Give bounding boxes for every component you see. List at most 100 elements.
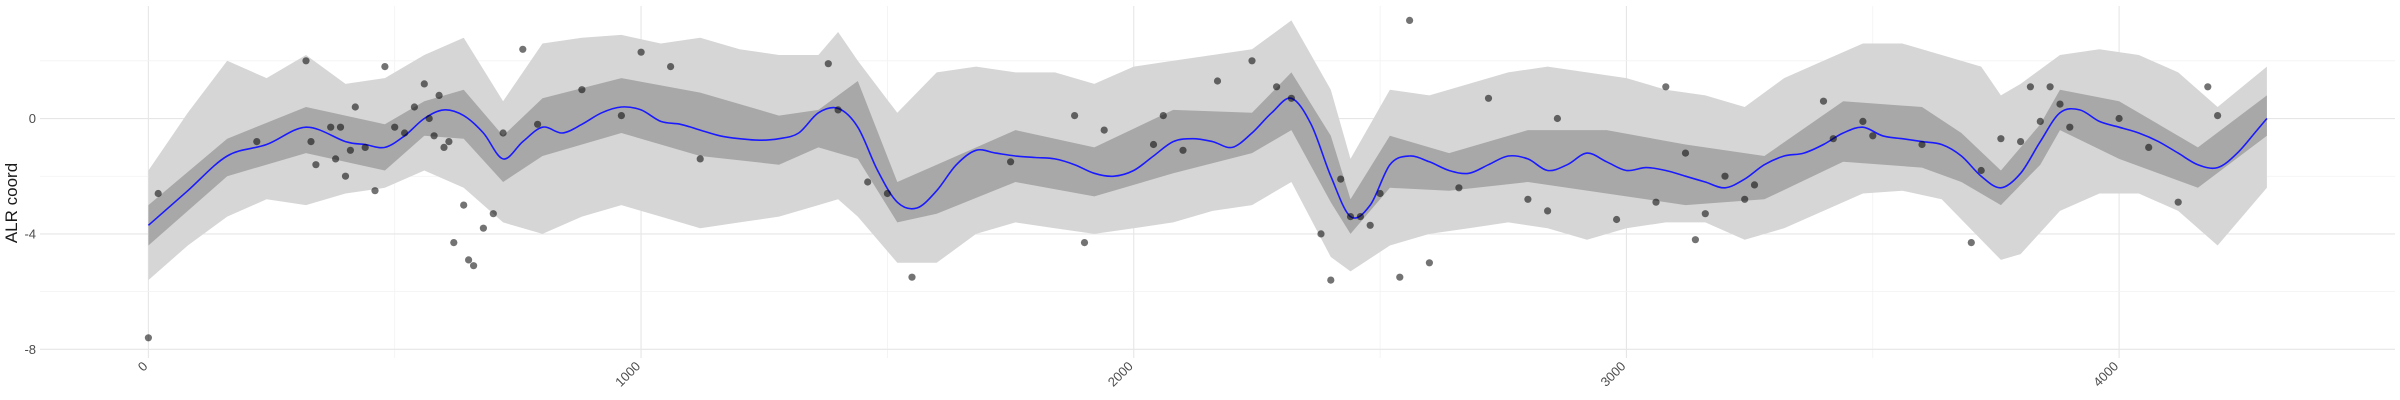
data-point: [834, 106, 842, 114]
data-point: [371, 187, 379, 195]
data-point: [1455, 184, 1463, 192]
data-point: [1859, 117, 1867, 125]
data-point: [489, 210, 497, 218]
data-point: [824, 60, 832, 68]
data-point: [1613, 215, 1621, 224]
data-point: [1750, 181, 1759, 189]
data-point: [381, 63, 389, 71]
x-tick-label: 0: [135, 359, 151, 375]
data-point: [1159, 112, 1167, 120]
data-point: [908, 273, 916, 281]
data-point: [1356, 213, 1364, 221]
data-point: [617, 112, 626, 120]
data-point: [479, 224, 487, 232]
x-tick-label: 3000: [1597, 358, 1628, 389]
data-point: [1819, 97, 1828, 105]
data-point: [361, 143, 369, 151]
data-point: [465, 256, 473, 264]
data-point: [1544, 207, 1552, 215]
data-point: [864, 178, 872, 186]
data-point: [312, 161, 320, 169]
data-point: [1869, 132, 1877, 140]
data-point: [440, 143, 448, 151]
data-point: [1553, 114, 1561, 123]
data-point: [2145, 143, 2153, 151]
observations: [144, 16, 2222, 342]
data-point: [1287, 94, 1295, 102]
data-point: [2026, 83, 2034, 91]
data-point: [1149, 140, 1158, 149]
data-point: [1829, 135, 1837, 143]
data-point: [1741, 195, 1749, 203]
data-point: [1484, 94, 1493, 102]
data-point: [410, 103, 418, 111]
data-point: [667, 63, 675, 71]
data-point: [470, 262, 478, 270]
data-point: [2066, 123, 2074, 131]
data-point: [341, 172, 350, 180]
data-point: [1007, 158, 1015, 166]
data-point: [1691, 236, 1699, 244]
data-point: [307, 138, 315, 146]
confidence-bands: [148, 20, 2267, 281]
data-point: [425, 114, 433, 123]
x-tick-label: 2000: [1105, 358, 1136, 389]
data-point: [637, 48, 645, 56]
data-point: [1997, 135, 2005, 143]
x-tick-label: 4000: [2090, 359, 2121, 390]
data-point: [351, 103, 359, 111]
data-point: [1967, 239, 1975, 247]
data-point: [1179, 146, 1187, 154]
data-point: [1681, 149, 1690, 157]
data-point: [1721, 172, 1729, 180]
data-point: [1100, 126, 1108, 134]
data-point: [2046, 83, 2054, 91]
data-point: [1327, 276, 1335, 284]
data-point: [420, 80, 428, 88]
data-point: [1213, 77, 1222, 85]
y-axis-ticks: -8 -4 0: [24, 111, 36, 357]
data-point: [2056, 100, 2064, 108]
data-point: [154, 189, 162, 198]
data-point: [435, 91, 443, 99]
data-point: [1071, 112, 1079, 120]
data-point: [1337, 175, 1345, 183]
data-point: [1406, 16, 1414, 24]
data-point: [883, 189, 892, 198]
data-point: [1652, 198, 1660, 206]
data-point: [445, 138, 453, 146]
data-point: [696, 155, 704, 163]
data-point: [327, 123, 335, 131]
data-point: [1080, 239, 1089, 247]
data-point: [346, 146, 354, 154]
data-point: [332, 155, 340, 163]
data-point: [401, 129, 409, 137]
y-tick-label: 0: [29, 111, 36, 126]
data-point: [534, 120, 542, 128]
data-point: [578, 86, 586, 94]
y-tick-label: -8: [24, 342, 36, 357]
data-point: [460, 201, 468, 209]
data-point: [1376, 189, 1384, 198]
data-point: [2017, 138, 2025, 146]
data-point: [1346, 213, 1355, 221]
data-point: [144, 334, 152, 342]
data-point: [450, 239, 458, 247]
data-point: [302, 57, 310, 65]
data-point: [1273, 83, 1281, 91]
data-point: [2115, 114, 2123, 123]
inner-confidence-band: [148, 72, 2267, 246]
data-point: [2214, 112, 2222, 120]
data-point: [1366, 221, 1374, 229]
data-point: [499, 129, 507, 137]
x-axis-ticks: 0 1000 2000 3000 4000: [135, 358, 2121, 389]
data-point: [1524, 195, 1532, 203]
data-point: [2174, 198, 2182, 206]
y-axis-title: ALR coord: [2, 163, 21, 243]
data-point: [2036, 117, 2044, 125]
data-point: [1317, 230, 1325, 238]
data-point: [253, 138, 261, 146]
data-point: [1918, 140, 1926, 149]
